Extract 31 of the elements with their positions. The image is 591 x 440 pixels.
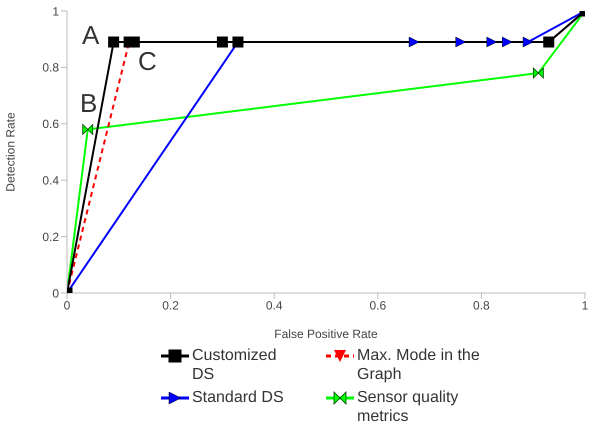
- y-tick-label: 0.6: [42, 117, 60, 132]
- y-axis-title: Detection Rate: [3, 112, 18, 192]
- x-tick-label: 1: [582, 298, 589, 313]
- x-tick-label: 0.2: [162, 298, 180, 313]
- y-tick-label: 1: [52, 4, 60, 18]
- point: [82, 124, 94, 135]
- annotation: A: [82, 20, 100, 50]
- legend-label: Customized DS: [192, 346, 278, 384]
- point: [522, 36, 534, 48]
- legend-label: Standard DS: [192, 388, 285, 407]
- annotation: C: [138, 46, 157, 76]
- point: [486, 36, 498, 48]
- x-tick-label: 0.8: [473, 298, 490, 313]
- legend-label: Max. Mode in the Graph: [357, 346, 481, 384]
- x-axis-title: False Positive Rate: [274, 327, 378, 341]
- y-tick-label: 0.4: [42, 173, 60, 188]
- point: [108, 36, 120, 48]
- point: [128, 36, 140, 48]
- point: [502, 36, 513, 48]
- point: [455, 36, 466, 48]
- y-tick-label: 0.8: [42, 60, 60, 75]
- legend-label: Sensor quality metrics: [357, 388, 460, 426]
- point: [408, 36, 420, 48]
- x-tick-label: 0: [64, 298, 71, 313]
- x-tick-label: 0.4: [266, 298, 283, 313]
- point: [216, 36, 228, 48]
- x-tick-label: 0.6: [369, 298, 386, 313]
- y-tick-label: 0: [52, 286, 60, 300]
- y-tick-label: 0.2: [42, 230, 60, 244]
- annotation: B: [80, 88, 98, 118]
- point: [532, 68, 544, 78]
